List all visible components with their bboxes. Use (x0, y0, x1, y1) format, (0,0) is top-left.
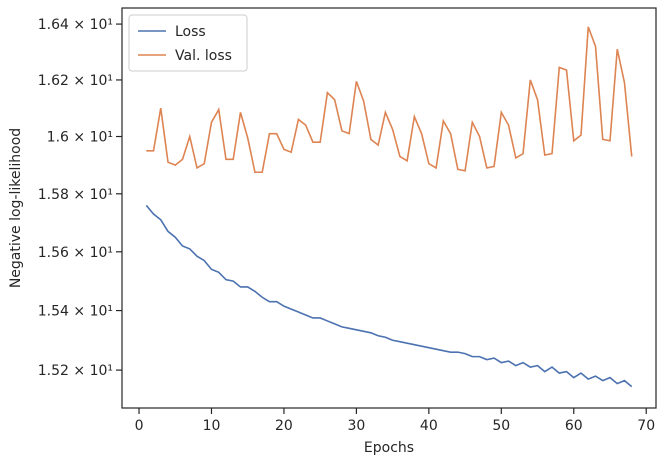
y-tick-label: 1.52 × 10¹ (38, 363, 113, 379)
y-tick-label: 1.54 × 10¹ (38, 304, 113, 320)
y-tick-label: 1.56 × 10¹ (38, 245, 113, 261)
plot-frame (121, 7, 657, 409)
x-tick-label: 40 (420, 418, 438, 434)
legend-label: Val. loss (175, 48, 232, 64)
x-tick-label: 70 (637, 418, 655, 434)
x-tick-label: 30 (347, 418, 365, 434)
x-tick-label: 20 (275, 418, 293, 434)
x-tick-label: 0 (135, 418, 144, 434)
legend-label: Loss (175, 24, 206, 40)
y-tick-label: 1.58 × 10¹ (38, 187, 113, 203)
y-tick-label: 1.64 × 10¹ (38, 17, 113, 33)
x-tick-label: 10 (203, 418, 221, 434)
legend-box (128, 14, 248, 72)
line (145, 204, 633, 388)
y-tick-label: 1.62 × 10¹ (38, 73, 113, 89)
y-tick-label: 1.6 × 10¹ (47, 130, 113, 146)
x-axis-label: Epochs (364, 440, 414, 456)
y-axis-label: Negative log-likelihood (8, 128, 24, 288)
x-tick-label: 50 (492, 418, 510, 434)
line (146, 26, 633, 174)
x-tick-label: 60 (565, 418, 583, 434)
